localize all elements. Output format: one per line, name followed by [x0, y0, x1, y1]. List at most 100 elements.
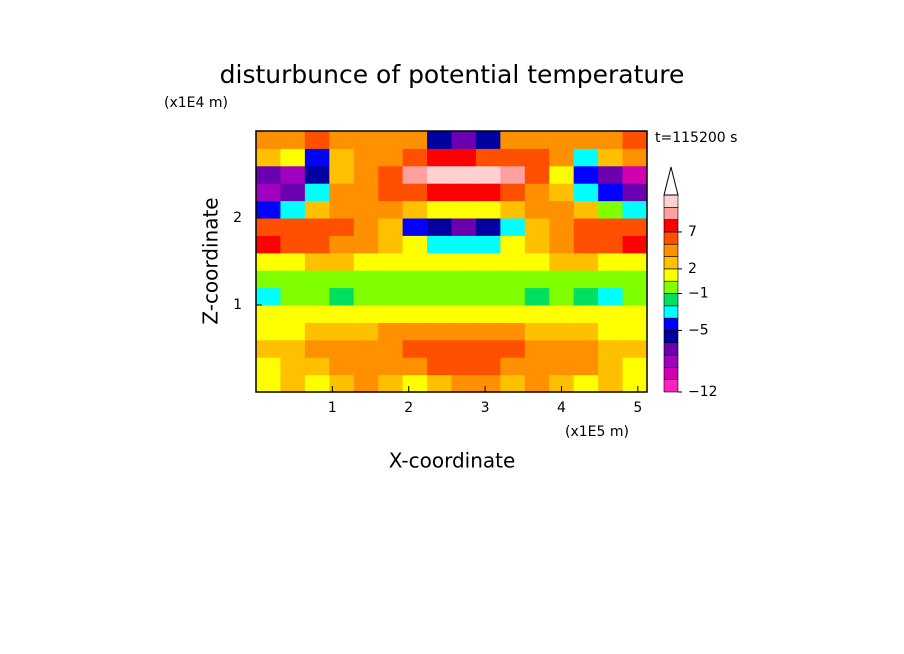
field-cell	[256, 183, 281, 202]
field-cell	[475, 270, 501, 289]
field-cell	[598, 131, 624, 149]
field-cell	[475, 131, 501, 149]
field-cell	[475, 287, 501, 306]
field-cell	[329, 131, 355, 149]
field-cell	[280, 183, 306, 202]
field-cell	[475, 252, 501, 271]
field-cell	[256, 305, 281, 323]
field-cell	[475, 305, 501, 323]
field-cell	[524, 287, 550, 306]
field-cell	[353, 183, 379, 202]
field-cell	[304, 183, 330, 202]
field-cell	[304, 305, 330, 323]
field-cell	[524, 183, 550, 202]
field-cell	[304, 339, 330, 358]
field-cell	[353, 235, 379, 254]
x-tick-label: 1	[328, 400, 337, 416]
field-cell	[378, 218, 404, 236]
colorbar-segment	[663, 268, 679, 282]
field-cell	[451, 148, 477, 167]
field-cell	[256, 270, 281, 289]
field-cell	[353, 374, 379, 393]
field-cell	[573, 235, 599, 254]
field-cell	[622, 200, 648, 219]
field-cell	[402, 339, 428, 358]
field-cell	[256, 131, 281, 149]
field-cell	[329, 165, 355, 184]
field-cell	[500, 252, 526, 271]
field-cell	[598, 339, 624, 358]
field-cell	[329, 287, 355, 306]
field-cell	[304, 357, 330, 376]
field-cell	[304, 270, 330, 289]
field-cell	[524, 218, 550, 236]
field-cell	[427, 270, 452, 289]
field-cell	[329, 148, 355, 167]
field-cell	[524, 148, 550, 167]
field-cell	[500, 165, 526, 184]
field-cell	[549, 357, 575, 376]
field-cell	[402, 305, 428, 323]
field-cell	[475, 357, 501, 376]
colorbar-segment	[663, 231, 679, 245]
field-cell	[549, 148, 575, 167]
field-cell	[256, 357, 281, 376]
field-cell	[280, 287, 306, 306]
field-cell	[304, 131, 330, 149]
field-cell	[475, 148, 501, 167]
field-cell	[622, 148, 648, 167]
field-cell	[573, 374, 599, 393]
colorbar-segment	[663, 293, 679, 307]
field-cell	[549, 200, 575, 219]
field-cell	[622, 305, 648, 323]
field-cell	[304, 287, 330, 306]
field-cell	[500, 270, 526, 289]
field-cell	[427, 200, 452, 219]
field-cell	[402, 218, 428, 236]
y-unit: (x1E4 m)	[164, 95, 228, 111]
field-cell	[427, 235, 452, 254]
colorbar-segment	[663, 305, 679, 319]
field-cell	[256, 218, 281, 236]
field-cell	[329, 357, 355, 376]
field-cell	[573, 131, 599, 149]
field-cell	[256, 287, 281, 306]
field-cell	[573, 339, 599, 358]
field-cell	[378, 322, 404, 341]
field-cell	[598, 270, 624, 289]
field-cell	[573, 287, 599, 306]
field-cell	[451, 183, 477, 202]
field-cell	[256, 165, 281, 184]
field-cell	[500, 374, 526, 393]
field-cell	[598, 322, 624, 341]
field-cell	[304, 200, 330, 219]
field-cell	[622, 357, 648, 376]
field-cell	[304, 165, 330, 184]
field-cell	[280, 165, 306, 184]
field-cell	[280, 322, 306, 341]
field-cell	[402, 165, 428, 184]
field-cell	[402, 374, 428, 393]
field-cell	[402, 287, 428, 306]
time-label: t=115200 s	[655, 130, 737, 146]
field-cell	[280, 339, 306, 358]
field-cell	[304, 322, 330, 341]
field-cell	[500, 305, 526, 323]
field-cell	[500, 339, 526, 358]
field-cell	[402, 131, 428, 149]
field-cell	[451, 270, 477, 289]
field-cell	[402, 183, 428, 202]
colorbar-arrow	[663, 166, 679, 196]
field-cell	[402, 270, 428, 289]
field-cell	[549, 339, 575, 358]
field-cell	[573, 270, 599, 289]
field-cell	[598, 235, 624, 254]
x-unit: (x1E5 m)	[565, 424, 629, 440]
field-cell	[598, 165, 624, 184]
field-cell	[475, 374, 501, 393]
field-cell	[475, 235, 501, 254]
field-cell	[402, 322, 428, 341]
field-cell	[378, 148, 404, 167]
y-axis-label: Z-coordinate	[199, 197, 223, 324]
field-cell	[304, 148, 330, 167]
